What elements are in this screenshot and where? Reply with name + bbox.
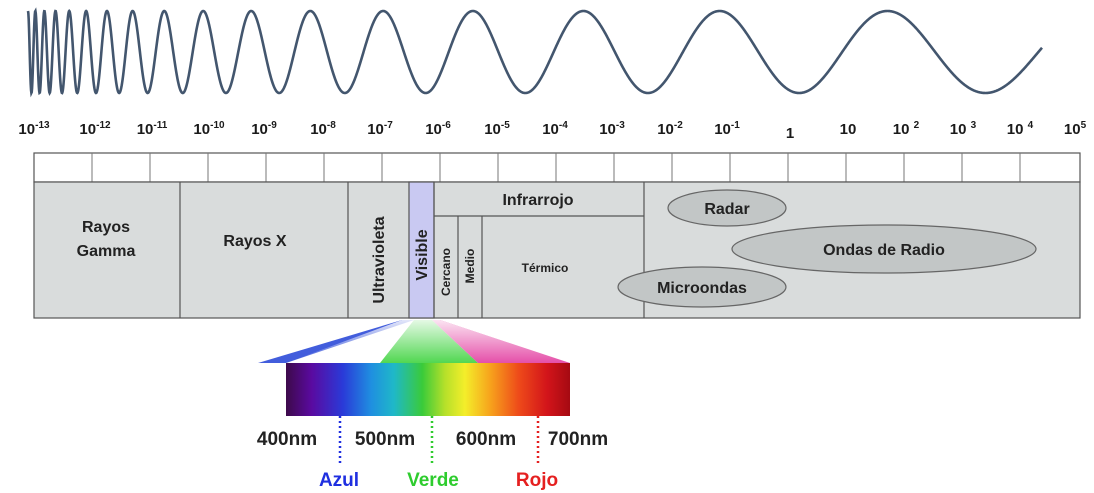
scale-tick-label: 10-5 xyxy=(484,120,510,138)
scale-ruler-cells xyxy=(91,153,1021,182)
infrared-label: Infrarrojo xyxy=(502,192,573,209)
microwave-label: Microondas xyxy=(657,280,747,297)
scale-tick-label: 1 xyxy=(786,125,794,142)
radio-ellipse xyxy=(731,224,1037,274)
uv-label: Ultravioleta xyxy=(371,216,388,303)
radar-label: Radar xyxy=(704,201,749,218)
gamma-label-line2: Gamma xyxy=(77,243,136,260)
scale-tick-label: 10-12 xyxy=(79,120,111,138)
microwave-ellipse xyxy=(617,266,787,308)
color-label-green: Verde xyxy=(407,470,459,491)
near-infrared-label: Cercano xyxy=(439,248,453,296)
scale-tick-label: 10-10 xyxy=(193,120,225,138)
xray-label: Rayos X xyxy=(223,233,286,250)
scale-tick-label: 10 2 xyxy=(893,120,920,138)
nm-label-600: 600nm xyxy=(456,429,516,450)
nm-label-700: 700nm xyxy=(548,429,608,450)
mid-infrared-label: Medio xyxy=(463,249,477,284)
visible-expansion-fan xyxy=(258,320,570,363)
scale-tick-label: 10-9 xyxy=(251,120,277,138)
visible-band xyxy=(408,181,435,319)
visible-label: Visible xyxy=(414,229,431,280)
scale-tick-label: 10 4 xyxy=(1007,120,1034,138)
visible-spectrum-bar xyxy=(286,363,570,416)
color-label-blue: Azul xyxy=(319,470,359,491)
radar-ellipse xyxy=(667,189,787,227)
scale-ruler xyxy=(33,152,1081,183)
scale-tick-label: 10-1 xyxy=(714,120,740,138)
nm-label-400: 400nm xyxy=(257,429,317,450)
scale-tick-label: 10-6 xyxy=(425,120,451,138)
wavelength-scale-labels: 10-13 10-12 10-11 10-10 10-9 10-8 10-7 10-6 10-5… xyxy=(18,120,1086,142)
radio-label: Ondas de Radio xyxy=(823,242,945,259)
wave-line xyxy=(26,7,1043,98)
color-label-red: Rojo xyxy=(516,470,558,491)
scale-tick-label: 105 xyxy=(1064,120,1087,138)
scale-tick-label: 10-7 xyxy=(367,120,393,138)
scale-tick-label: 10-2 xyxy=(657,120,683,138)
scale-tick-label: 10 xyxy=(840,121,857,138)
scale-tick-label: 10-3 xyxy=(599,120,625,138)
scale-tick-label: 10-4 xyxy=(542,120,568,138)
scale-tick-label: 10-13 xyxy=(18,120,50,138)
scale-tick-label: 10-8 xyxy=(310,120,336,138)
thermal-label: Térmico xyxy=(522,261,569,275)
scale-tick-label: 10-11 xyxy=(137,120,168,138)
nm-label-500: 500nm xyxy=(355,429,415,450)
scale-tick-label: 10 3 xyxy=(950,120,977,138)
gamma-label-line1: Rayos xyxy=(82,219,130,236)
